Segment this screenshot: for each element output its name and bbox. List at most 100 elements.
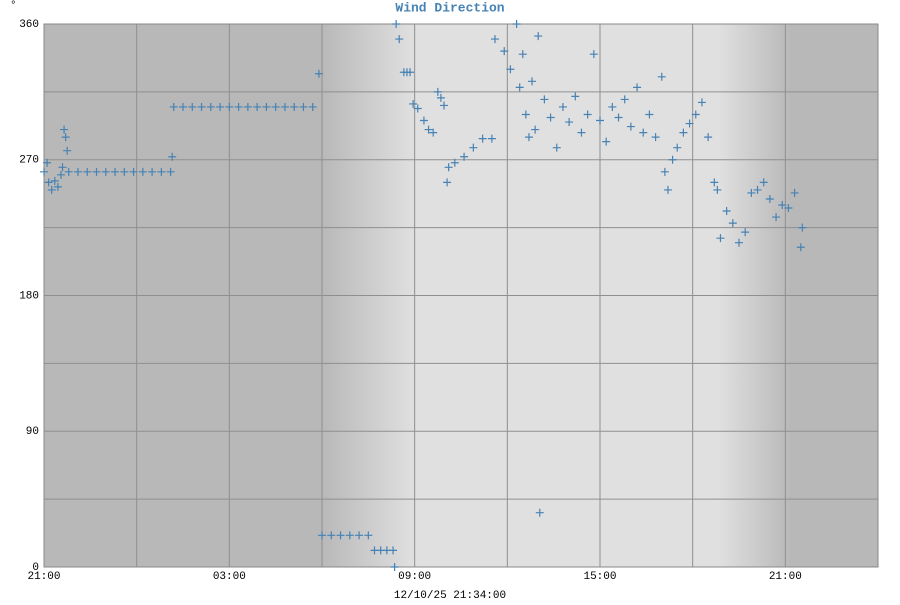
- point: [728, 219, 737, 228]
- point: [389, 546, 398, 555]
- point: [713, 185, 722, 194]
- point: [614, 113, 623, 122]
- point: [490, 35, 499, 44]
- point: [704, 133, 713, 142]
- point: [73, 167, 82, 176]
- point: [355, 531, 364, 540]
- point: [101, 167, 110, 176]
- point: [179, 102, 187, 111]
- point: [58, 163, 67, 172]
- point: [515, 83, 524, 92]
- point: [506, 65, 515, 74]
- point: [626, 122, 635, 131]
- point: [314, 69, 323, 78]
- point: [63, 146, 72, 155]
- point: [429, 128, 438, 137]
- point: [234, 102, 243, 111]
- point: [790, 188, 799, 197]
- point: [271, 102, 280, 111]
- point: [262, 102, 271, 111]
- point: [651, 133, 660, 142]
- point: [409, 99, 418, 108]
- point: [60, 125, 69, 134]
- point: [540, 95, 549, 104]
- y-tick-label: 360: [19, 19, 39, 31]
- point: [487, 134, 496, 143]
- point: [660, 167, 669, 176]
- point: [419, 116, 428, 125]
- point: [478, 134, 487, 143]
- point: [663, 185, 672, 194]
- x-tick-label: 21:00: [27, 571, 60, 583]
- point: [138, 167, 147, 176]
- point: [50, 176, 59, 185]
- point: [685, 119, 694, 128]
- point: [188, 102, 197, 111]
- point: [345, 531, 354, 540]
- point: [528, 77, 537, 86]
- point: [148, 167, 157, 176]
- point: [521, 110, 530, 119]
- point: [534, 32, 543, 41]
- point: [747, 188, 756, 197]
- point: [639, 128, 648, 137]
- point: [225, 102, 234, 111]
- point: [759, 178, 768, 187]
- timestamp: 12/10/25 21:34:00: [394, 590, 506, 600]
- point: [120, 167, 129, 176]
- point: [47, 185, 56, 194]
- point: [546, 113, 555, 122]
- point: [206, 102, 215, 111]
- point: [798, 223, 807, 232]
- point: [602, 137, 611, 146]
- point: [169, 102, 178, 111]
- point: [433, 87, 442, 96]
- point: [450, 158, 459, 167]
- point: [645, 110, 654, 119]
- point: [765, 194, 774, 203]
- point: [390, 563, 399, 571]
- point: [168, 152, 177, 161]
- point: [436, 93, 445, 102]
- point: [44, 178, 53, 187]
- point: [395, 35, 404, 44]
- y-tick-label: 180: [19, 290, 39, 302]
- point: [753, 185, 762, 194]
- point: [697, 98, 706, 107]
- x-tick-label: 15:00: [583, 571, 616, 583]
- point: [691, 110, 700, 119]
- point: [43, 158, 52, 167]
- point: [299, 102, 308, 111]
- point: [364, 531, 373, 540]
- point: [216, 102, 225, 111]
- point: [443, 178, 452, 187]
- point: [565, 118, 574, 127]
- point: [741, 228, 750, 237]
- y-tick-label: 90: [26, 426, 39, 438]
- point: [524, 133, 533, 142]
- x-tick-label: 09:00: [398, 571, 431, 583]
- point: [327, 531, 336, 540]
- point: [253, 102, 262, 111]
- point: [424, 125, 433, 134]
- point: [620, 95, 629, 104]
- point: [531, 125, 540, 134]
- point: [657, 72, 666, 81]
- point: [308, 102, 317, 111]
- point: [778, 201, 787, 209]
- point: [111, 167, 120, 176]
- point: [772, 213, 781, 222]
- x-tick-label: 03:00: [213, 571, 246, 583]
- point: [444, 163, 453, 172]
- y-tick-label: 270: [19, 155, 39, 167]
- point: [583, 110, 592, 119]
- point: [679, 128, 688, 137]
- point: [64, 167, 73, 176]
- point: [336, 531, 345, 540]
- point: [56, 170, 65, 179]
- point: [673, 143, 682, 152]
- point: [166, 167, 175, 176]
- point: [197, 102, 206, 111]
- point: [92, 167, 101, 176]
